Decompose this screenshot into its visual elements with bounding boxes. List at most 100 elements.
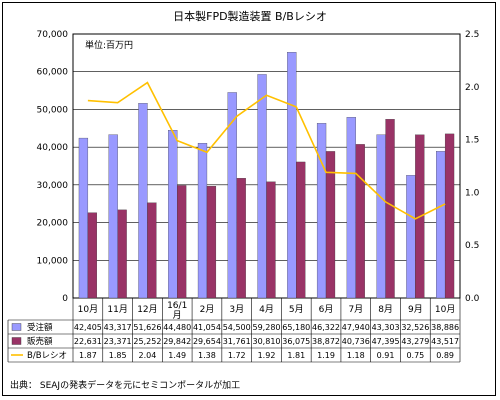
data-label: 42,405 (74, 323, 102, 332)
bar-sales (444, 133, 455, 299)
category-label: 8月 (378, 304, 393, 315)
legend-label: 受注額 (27, 322, 53, 333)
data-label: 44,480 (163, 323, 191, 332)
category-label: 2月 (200, 304, 215, 315)
data-label: 1.38 (198, 351, 216, 360)
category-label: 4月 (259, 304, 274, 315)
category-label: 9月 (408, 304, 423, 315)
bar-orders (138, 103, 148, 299)
y-left-tick-label: 20,000 (37, 219, 69, 229)
data-label: 1.72 (228, 351, 246, 360)
data-label: 47,395 (372, 337, 400, 346)
y-right-tick-label: 1.5 (465, 136, 479, 146)
bar-orders (257, 74, 267, 299)
data-label: 29,654 (193, 337, 221, 346)
legend-label: B/Bレシオ (27, 351, 67, 361)
y-left-tick-label: 10,000 (37, 256, 69, 266)
bar-sales (206, 186, 217, 299)
data-label: 0.91 (377, 351, 395, 360)
bar-sales (266, 181, 276, 299)
bar-sales (236, 178, 246, 299)
data-label: 1.87 (79, 351, 97, 360)
category-label: 10月 (78, 304, 98, 315)
legend-swatch (11, 337, 22, 345)
y-right-tick-label: 2.5 (465, 30, 479, 40)
category-label: 7月 (348, 304, 363, 315)
category-label: 12月 (137, 304, 157, 315)
data-label: 22,631 (74, 337, 102, 346)
data-label: 1.19 (317, 351, 335, 360)
data-label: 31,761 (223, 337, 251, 346)
bar-orders (78, 137, 89, 299)
legend-label: 販売額 (27, 336, 53, 347)
bar-sales (355, 144, 365, 299)
bar-orders (108, 134, 118, 299)
data-label: 1.49 (168, 351, 186, 360)
bar-orders (227, 92, 237, 299)
chart-title: 日本製FPD製造装置 B/Bレシオ (173, 9, 327, 23)
category-label: 10月 (435, 304, 455, 315)
bar-orders (197, 143, 208, 299)
y-left-tick-label: 70,000 (37, 30, 69, 40)
data-label: 1.18 (347, 351, 365, 360)
bar-sales (385, 119, 395, 299)
data-label: 1.81 (287, 351, 305, 360)
data-label: 0.75 (406, 351, 424, 360)
data-label: 25,252 (133, 337, 161, 346)
bar-orders (436, 151, 446, 299)
category-label-line1: 16/1 (167, 301, 187, 311)
data-label: 2.04 (139, 351, 157, 360)
bar-orders (168, 130, 178, 299)
category-label: 11月 (107, 304, 127, 315)
data-label: 29,842 (163, 337, 191, 346)
bar-sales (87, 212, 97, 299)
data-label: 65,180 (282, 323, 310, 332)
bar-orders (316, 123, 327, 299)
category-label-line2: 月 (173, 310, 182, 321)
y-right-tick-label: 0.5 (465, 241, 479, 251)
data-label: 38,872 (312, 337, 340, 346)
data-label: 1.92 (258, 351, 276, 360)
bar-orders (346, 117, 356, 299)
unit-label: 単位:百万円 (85, 39, 133, 51)
data-label: 43,317 (104, 323, 132, 332)
bar-sales (296, 161, 306, 299)
y-left-tick-label: 40,000 (37, 143, 69, 153)
data-label: 40,736 (342, 337, 370, 346)
y-right-tick-label: 2.0 (465, 83, 480, 93)
bar-orders (376, 134, 386, 299)
y-right-tick-label: 1.0 (465, 188, 480, 198)
bar-sales (325, 151, 336, 299)
bar-orders (406, 175, 416, 299)
data-label: 43,517 (431, 337, 459, 346)
y-right-tick-label: 0.0 (465, 294, 480, 304)
bar-sales (147, 202, 157, 299)
y-left-tick-label: 0 (62, 294, 68, 304)
data-label: 43,279 (401, 337, 429, 346)
data-label: 0.89 (436, 351, 454, 360)
data-label: 46,322 (312, 323, 340, 332)
data-label: 23,371 (104, 337, 132, 346)
data-label: 1.85 (109, 351, 127, 360)
category-label: 6月 (319, 304, 334, 315)
legend-swatch (11, 323, 22, 331)
data-label: 36,075 (282, 337, 310, 346)
data-label: 54,500 (223, 323, 251, 332)
data-label: 59,280 (253, 323, 281, 332)
bar-sales (177, 185, 187, 299)
y-left-tick-label: 50,000 (37, 105, 69, 115)
data-label: 30,810 (253, 337, 281, 346)
data-label: 47,940 (342, 323, 370, 332)
category-label: 3月 (229, 304, 244, 315)
bar-sales (117, 209, 127, 299)
category-label: 5月 (289, 304, 304, 315)
data-label: 41,054 (193, 323, 221, 332)
y-left-tick-label: 60,000 (37, 68, 69, 78)
source-note: 出典： SEAJの発表データを元にセミコンポータルが加工 (10, 379, 240, 391)
data-label: 51,626 (133, 323, 161, 332)
y-left-tick-label: 30,000 (37, 181, 69, 191)
data-label: 32,526 (401, 323, 429, 332)
data-label: 43,303 (372, 323, 400, 332)
bar-orders (287, 52, 297, 299)
